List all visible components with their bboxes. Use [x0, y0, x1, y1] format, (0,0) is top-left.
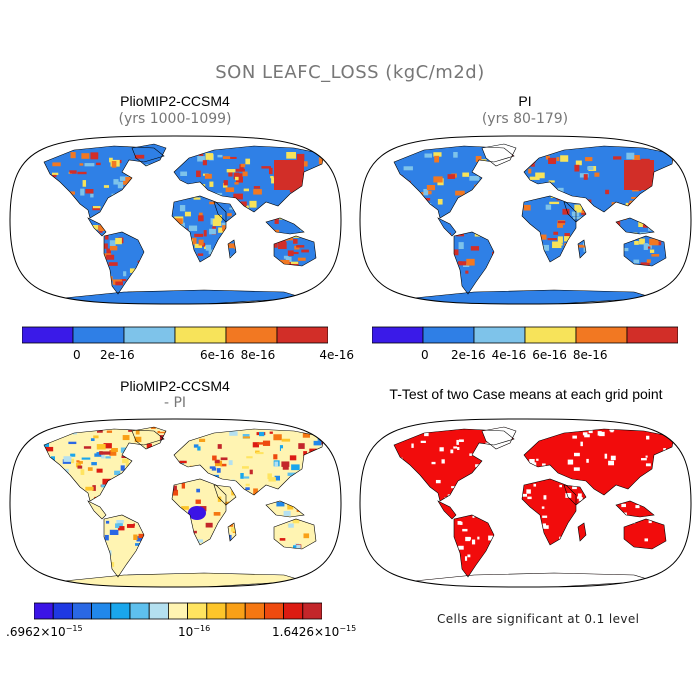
colorbar-swatch: [244, 602, 265, 620]
map-pi-abs: [359, 135, 692, 305]
colorbar-diff-mid-label: 10−16: [178, 624, 211, 639]
figure-title: SON LEAFC_LOSS (kgC/m2d): [215, 62, 485, 83]
panel-title-bottom-left: PlioMIP2-CCSM4: [120, 378, 230, 394]
colorbar-diff-max-label: 1.6426×10−15: [272, 624, 357, 639]
colorbar-abs-right-tick-0: 0: [421, 348, 429, 362]
colorbar-swatch: [174, 326, 227, 344]
colorbar-swatch: [91, 602, 112, 620]
panel-subtitle-top-left: (yrs 1000-1099): [118, 111, 232, 127]
colorbar-swatch: [52, 602, 73, 620]
colorbar-swatch: [422, 326, 475, 344]
colorbar-swatch: [167, 602, 188, 620]
colorbar-swatch: [276, 326, 328, 344]
colorbar-abs-left: [22, 326, 328, 344]
colorbar-swatch: [22, 326, 74, 344]
colorbar-diff-min-label: .6962×10−15: [6, 624, 83, 639]
colorbar-swatch: [187, 602, 208, 620]
colorbar-swatch: [34, 602, 54, 620]
colorbar-abs-left-ticks: 2e-16 4e-16: [100, 348, 354, 362]
colorbar-swatch: [72, 326, 125, 344]
colorbar-swatch: [372, 326, 424, 344]
colorbar-swatch: [225, 602, 246, 620]
map-ttest-significance: [359, 418, 692, 588]
colorbar-swatch: [302, 602, 322, 620]
panel-subtitle-top-right: (yrs 80-179): [481, 111, 569, 127]
colorbar-swatch: [123, 326, 176, 344]
colorbar-swatch: [473, 326, 526, 344]
panel-subtitle-bottom-left: - PI: [163, 395, 187, 411]
colorbar-swatch: [263, 602, 284, 620]
panel-title-top-left: PlioMIP2-CCSM4: [120, 93, 230, 109]
colorbar-abs-left-ticks-upper: 6e-16 8e-16: [200, 348, 276, 362]
panel-title-bottom-right: T-Test of two Case means at each grid po…: [389, 386, 663, 402]
colorbar-swatch: [575, 326, 628, 344]
colorbar-swatch: [110, 602, 131, 620]
colorbar-swatch: [129, 602, 150, 620]
colorbar-swatch: [225, 326, 278, 344]
map-difference: [9, 418, 342, 588]
colorbar-swatch: [626, 326, 678, 344]
colorbar-abs-right-ticks: 2e-16 4e-16 6e-16 8e-16: [451, 348, 608, 362]
map-pliomip2-abs: [9, 135, 342, 305]
panel-title-top-right: PI: [518, 93, 532, 109]
colorbar-swatch: [72, 602, 93, 620]
colorbar-swatch: [524, 326, 577, 344]
colorbar-swatch: [148, 602, 169, 620]
colorbar-abs-right: [372, 326, 678, 344]
colorbar-swatch: [206, 602, 227, 620]
colorbar-difference: [34, 602, 322, 620]
significance-note: Cells are significant at 0.1 level: [437, 612, 640, 626]
colorbar-swatch: [283, 602, 304, 620]
